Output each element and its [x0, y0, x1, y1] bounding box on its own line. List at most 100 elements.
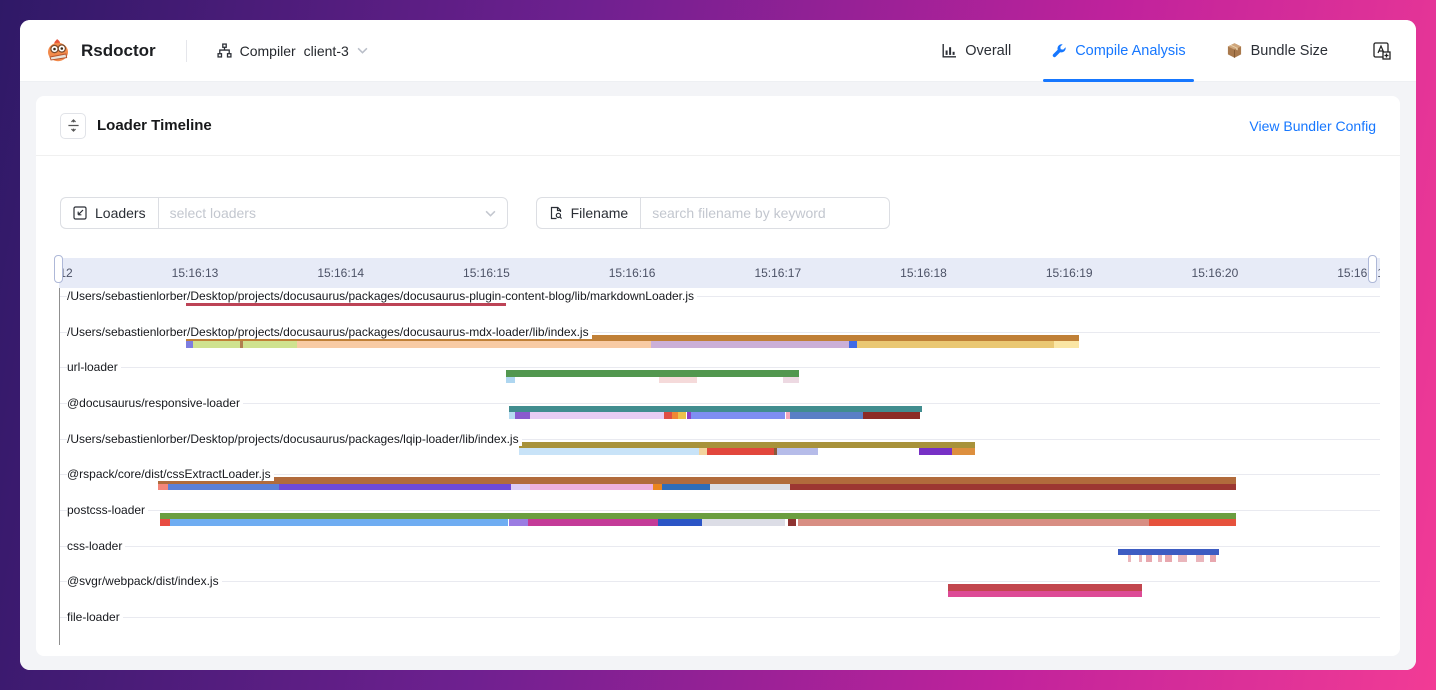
- brush-handle-right[interactable]: [1368, 255, 1377, 283]
- loader-bar[interactable]: [650, 341, 849, 348]
- loader-bar[interactable]: [296, 341, 651, 348]
- loader-bar[interactable]: [687, 412, 692, 419]
- loader-bar[interactable]: [506, 370, 800, 377]
- loader-bar[interactable]: [857, 341, 1055, 348]
- loader-bar[interactable]: [1138, 555, 1142, 562]
- timeline-axis: 15:16:1215:16:1315:16:1415:16:1515:16:16…: [59, 258, 1380, 288]
- loader-bar[interactable]: [1148, 519, 1237, 526]
- loader-bar[interactable]: [158, 483, 169, 491]
- loader-bar[interactable]: [659, 376, 698, 384]
- loader-bar[interactable]: [169, 519, 508, 526]
- loader-bar[interactable]: [528, 519, 658, 526]
- package-icon: [1227, 43, 1241, 58]
- nav-bundle-size[interactable]: Bundle Size: [1226, 20, 1328, 82]
- loader-bar[interactable]: [510, 483, 530, 491]
- app-card: Rsdoctor Compiler client-3 O: [20, 20, 1416, 670]
- timeline-row-label: file-loader: [67, 610, 123, 624]
- loader-bar[interactable]: [159, 512, 1237, 520]
- loader-bar[interactable]: [529, 483, 654, 491]
- loader-bar[interactable]: [672, 412, 679, 419]
- axis-tick-label: 15:16:18: [900, 266, 947, 280]
- panel-title: Loader Timeline: [97, 117, 212, 134]
- loader-bar[interactable]: [848, 341, 858, 348]
- nav-overall[interactable]: Overall: [941, 20, 1011, 82]
- loader-bar[interactable]: [519, 448, 699, 455]
- compiler-selector[interactable]: Compiler client-3: [217, 43, 368, 59]
- timeline-row: /Users/sebastienlorber/Desktop/projects/…: [60, 290, 1380, 326]
- loader-bar[interactable]: [1054, 341, 1079, 348]
- translate-icon: [1373, 41, 1391, 60]
- brand-name: Rsdoctor: [81, 40, 156, 60]
- loader-bar[interactable]: [509, 412, 516, 419]
- loader-bar[interactable]: [790, 412, 864, 419]
- loader-bar[interactable]: [242, 341, 297, 348]
- loader-bar[interactable]: [797, 519, 1149, 526]
- loader-bar[interactable]: [663, 412, 673, 419]
- loader-bar[interactable]: [193, 341, 240, 348]
- loader-bar[interactable]: [1118, 548, 1219, 556]
- loader-bar[interactable]: [691, 412, 785, 419]
- loader-bar[interactable]: [509, 519, 529, 526]
- loader-bar[interactable]: [168, 483, 280, 491]
- loader-bar[interactable]: [918, 448, 953, 455]
- loader-bar[interactable]: [777, 448, 819, 455]
- loader-bar[interactable]: [678, 412, 686, 419]
- loader-bar[interactable]: [774, 448, 778, 455]
- loader-bar[interactable]: [1128, 555, 1132, 562]
- loader-bar[interactable]: [783, 376, 800, 384]
- loader-bar[interactable]: [952, 448, 976, 455]
- loader-bar[interactable]: [158, 477, 1237, 484]
- loader-bar[interactable]: [509, 405, 922, 413]
- nav-bundle-size-label: Bundle Size: [1250, 42, 1328, 59]
- loader-bar[interactable]: [185, 334, 1079, 342]
- loader-bar[interactable]: [710, 483, 791, 491]
- loader-bar[interactable]: [239, 341, 243, 348]
- timeline-chart: 15:16:1215:16:1315:16:1415:16:1515:16:16…: [54, 255, 1380, 648]
- loader-bar[interactable]: [279, 483, 511, 491]
- loader-bar[interactable]: [863, 412, 921, 419]
- panel-icon-button[interactable]: [60, 112, 86, 139]
- timeline-row: @rspack/core/dist/cssExtractLoader.js: [60, 468, 1380, 504]
- brand[interactable]: Rsdoctor: [44, 37, 156, 65]
- loader-bar[interactable]: [159, 519, 170, 526]
- compiler-label: Compiler: [239, 42, 296, 59]
- loader-timeline-panel: Loader Timeline View Bundler Config Load…: [36, 96, 1400, 656]
- loader-bar[interactable]: [786, 412, 791, 419]
- loaders-select[interactable]: select loaders: [157, 197, 508, 229]
- brush-handle-left[interactable]: [54, 255, 63, 283]
- loader-bar[interactable]: [787, 519, 797, 526]
- timeline-row: /Users/sebastienlorber/Desktop/projects/…: [60, 432, 1380, 469]
- loader-bar[interactable]: [1210, 555, 1216, 562]
- filename-input[interactable]: [641, 198, 890, 228]
- loader-bar[interactable]: [657, 519, 702, 526]
- loader-bar[interactable]: [947, 590, 1142, 598]
- loader-bar[interactable]: [653, 483, 663, 491]
- loaders-filter-group: Loaders select loaders: [60, 197, 508, 229]
- loader-bar[interactable]: [519, 441, 976, 449]
- loader-bar[interactable]: [1145, 555, 1152, 562]
- nav-compile-analysis[interactable]: Compile Analysis: [1043, 20, 1195, 82]
- loader-bar[interactable]: [1195, 555, 1205, 562]
- axis-tick-label: 15:16:20: [1191, 266, 1239, 280]
- row-gridline: [60, 367, 1380, 369]
- timeline-row: @svgr/webpack/dist/index.js: [60, 575, 1380, 611]
- loader-bar[interactable]: [1157, 555, 1162, 562]
- loader-bar[interactable]: [662, 483, 711, 491]
- panel-header: Loader Timeline View Bundler Config: [36, 96, 1400, 156]
- loader-bar[interactable]: [1164, 555, 1173, 562]
- loader-bar[interactable]: [947, 584, 1142, 591]
- timeline-row-label: css-loader: [67, 539, 126, 553]
- view-bundler-config-link[interactable]: View Bundler Config: [1249, 117, 1376, 134]
- translate-button[interactable]: [1372, 41, 1392, 61]
- loader-bar[interactable]: [506, 376, 516, 384]
- loader-bar[interactable]: [701, 519, 785, 526]
- loader-bar[interactable]: [790, 483, 1237, 491]
- loader-bar[interactable]: [185, 341, 194, 348]
- timeline-rows: /Users/sebastienlorber/Desktop/projects/…: [59, 288, 1380, 645]
- loader-bar[interactable]: [698, 448, 708, 455]
- loader-bar[interactable]: [529, 412, 664, 419]
- loader-bar[interactable]: [707, 448, 775, 455]
- loader-bar[interactable]: [515, 412, 530, 419]
- loader-bar[interactable]: [1178, 555, 1187, 562]
- app-header: Rsdoctor Compiler client-3 O: [20, 20, 1416, 82]
